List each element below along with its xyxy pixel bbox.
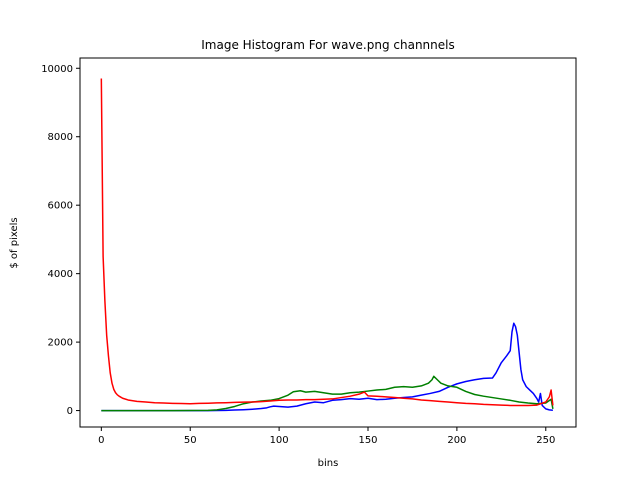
- y-tick-label: 8000: [48, 132, 73, 143]
- x-tick-label: 150: [358, 435, 377, 446]
- x-tick-label: 0: [98, 435, 104, 446]
- y-axis-label: $ of pixels: [9, 217, 20, 268]
- y-tick-label: 4000: [48, 269, 73, 280]
- x-tick-label: 200: [447, 435, 466, 446]
- x-tick-label: 100: [270, 435, 289, 446]
- plot-area: [79, 57, 577, 428]
- y-tick-label: 0: [67, 406, 73, 417]
- y-tick-label: 10000: [41, 64, 73, 75]
- chart-title: Image Histogram For wave.png channnels: [201, 38, 455, 52]
- series-line-1: [101, 322, 553, 412]
- x-axis-label: bins: [318, 458, 339, 469]
- x-tick-label: 50: [184, 435, 197, 446]
- x-tick-label: 250: [536, 435, 555, 446]
- axis-ticks: 0 50 100 150 200 250 0 2000 4000 6000 8000 10000: [41, 64, 555, 446]
- series-lines: [100, 78, 554, 412]
- y-tick-label: 2000: [48, 338, 73, 349]
- y-tick-label: 6000: [48, 201, 73, 212]
- series-line-3: [100, 78, 554, 407]
